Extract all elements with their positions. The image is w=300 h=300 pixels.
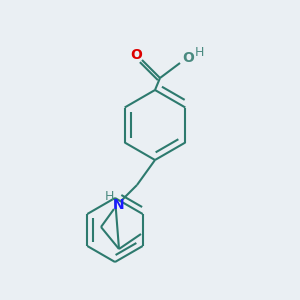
Text: H: H — [104, 190, 114, 202]
Text: H: H — [194, 46, 204, 59]
Text: O: O — [130, 48, 142, 62]
Text: O: O — [182, 51, 194, 65]
Text: N: N — [113, 198, 125, 212]
